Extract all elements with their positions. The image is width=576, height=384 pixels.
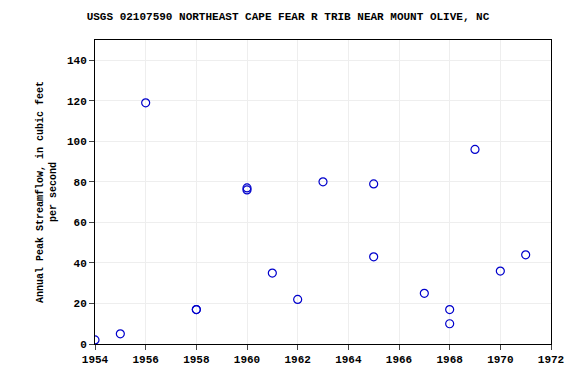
svg-text:140: 140 <box>67 55 87 67</box>
svg-text:0: 0 <box>80 339 87 351</box>
svg-text:USGS 02107590 NORTHEAST CAPE F: USGS 02107590 NORTHEAST CAPE FEAR R TRIB… <box>87 11 490 23</box>
svg-text:1962: 1962 <box>284 354 310 366</box>
svg-text:1970: 1970 <box>487 354 513 366</box>
svg-text:1958: 1958 <box>183 354 210 366</box>
svg-text:Annual Peak Streamflow, in cub: Annual Peak Streamflow, in cubic feetper… <box>35 81 59 303</box>
svg-text:1954: 1954 <box>82 354 109 366</box>
svg-text:1972: 1972 <box>538 354 564 366</box>
svg-text:1956: 1956 <box>132 354 158 366</box>
svg-text:80: 80 <box>74 177 87 189</box>
svg-text:40: 40 <box>74 258 87 270</box>
svg-text:1960: 1960 <box>234 354 260 366</box>
svg-text:20: 20 <box>74 298 87 310</box>
svg-text:60: 60 <box>74 217 87 229</box>
svg-text:120: 120 <box>67 96 87 108</box>
svg-text:1968: 1968 <box>436 354 463 366</box>
svg-text:1966: 1966 <box>386 354 412 366</box>
svg-text:100: 100 <box>67 136 87 148</box>
svg-text:1964: 1964 <box>335 354 362 366</box>
